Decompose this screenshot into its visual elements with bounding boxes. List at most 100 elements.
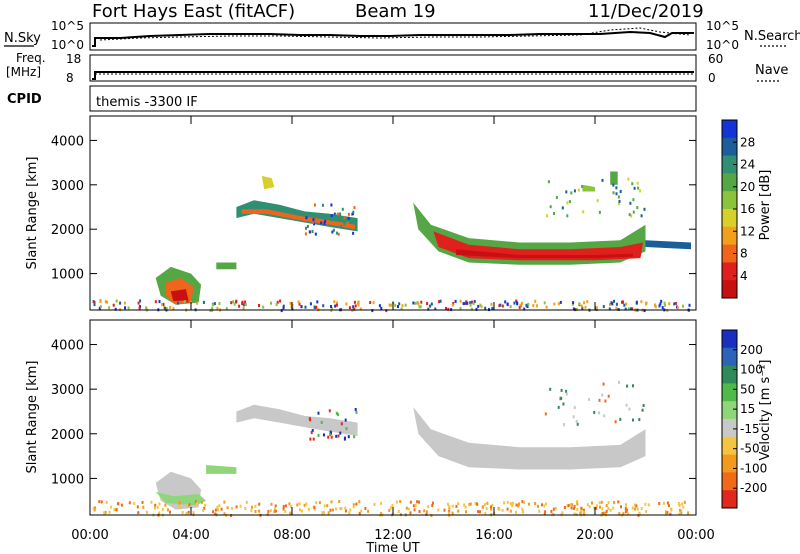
velocity-speckle-cell <box>431 504 434 508</box>
power-speckle-cell <box>414 301 417 305</box>
velocity-speckle-cell <box>204 503 207 507</box>
power-speckle-cell <box>242 303 245 307</box>
velocity-speckle-cell <box>576 502 579 506</box>
velocity-speckle-cell <box>617 500 620 504</box>
velocity-colorbar-label-tick: 200 <box>740 343 763 357</box>
velocity-speckle-cell <box>327 435 330 439</box>
power-speckle-cell <box>279 299 282 303</box>
velocity-speckle-cell <box>145 510 148 514</box>
power-speckle-cell <box>472 302 475 306</box>
power-speckle-cell <box>335 231 338 235</box>
velocity-speckle-cell <box>284 504 287 508</box>
velocity-speckle-cell <box>632 384 634 388</box>
velocity-speckle-cell <box>414 504 417 507</box>
velocity-speckle-cell <box>457 502 460 506</box>
velocity-speckle-cell <box>677 502 680 505</box>
power-speckle-cell <box>480 305 483 309</box>
velocity-speckle-cell <box>485 507 488 511</box>
power-speckle-cell <box>99 299 102 303</box>
velocity-speckle-cell <box>353 435 356 439</box>
power-speckle-cell <box>549 205 552 209</box>
power-panel: 4000 3000 2000 1000 Slant Range [km] 28 24 20… <box>25 115 773 313</box>
velocity-speckle-cell <box>625 403 628 407</box>
power-speckle-cell <box>484 306 487 310</box>
velocity-speckle-cell <box>490 507 493 511</box>
power-speckle-cell <box>427 307 430 311</box>
velocity-speckle-cell <box>364 507 367 510</box>
velocity-speckle-cell <box>563 423 566 427</box>
power-speckle-cell <box>380 306 383 310</box>
velocity-speckle-cell <box>469 502 472 506</box>
velocity-speckle-cell <box>98 500 101 504</box>
velocity-axis: 4000 3000 2000 1000 <box>51 339 696 487</box>
velocity-speckle-cell <box>678 503 681 507</box>
velocity-speckle-cell <box>328 409 331 413</box>
velocity-speckle-cell <box>591 501 593 505</box>
velocity-speckle-cell <box>447 502 449 506</box>
power-speckle-cell <box>276 300 279 304</box>
velocity-speckle-cell <box>601 507 604 511</box>
velocity-speckle-cell <box>154 503 157 507</box>
power-speckle-cell <box>420 300 423 304</box>
velocity-speckle-cell <box>223 500 226 504</box>
power-speckle-cell <box>555 195 558 199</box>
velocity-speckle-cell <box>358 500 361 504</box>
velocity-speckle-cell <box>214 508 217 512</box>
power-echo <box>456 249 633 259</box>
power-speckle-cell <box>613 299 615 303</box>
velocity-colorbar-label-tick: -200 <box>740 481 767 495</box>
power-colorbar-swatch <box>722 244 737 263</box>
power-speckle-cell <box>661 306 664 310</box>
velocity-speckle-cell <box>407 507 410 511</box>
velocity-speckle-cell <box>344 509 347 513</box>
velocity-speckle-cell <box>344 506 347 510</box>
velocity-speckle-cell <box>683 500 686 504</box>
velocity-speckle-cell <box>203 506 206 510</box>
power-speckle-cell <box>280 309 283 313</box>
power-ytick-label: 3000 <box>51 179 84 194</box>
velocity-speckle-cell <box>457 509 460 513</box>
velocity-speckle-cell <box>340 507 343 511</box>
power-speckle-cell <box>306 225 309 228</box>
velocity-speckle-cell <box>105 500 108 504</box>
power-speckle-cell <box>553 212 555 215</box>
velocity-colorbar-swatch <box>722 472 737 491</box>
velocity-speckle-cell <box>607 394 610 398</box>
power-speckle-cell <box>352 210 355 214</box>
velocity-speckle-cell <box>593 506 596 510</box>
velocity-speckle-cell <box>339 431 342 435</box>
power-echo <box>610 171 618 185</box>
power-speckle-cell <box>354 304 357 308</box>
power-speckle-cell <box>330 214 333 218</box>
velocity-speckle-cell <box>518 502 520 506</box>
power-speckle-cell <box>343 222 346 226</box>
velocity-speckle-cell <box>512 501 514 505</box>
power-speckle-cell <box>635 300 638 304</box>
velocity-speckle-cell <box>468 502 471 506</box>
nsky-tick-top: 10^5 <box>51 19 84 33</box>
velocity-speckle-cell <box>395 500 398 504</box>
power-speckle-cell <box>104 300 107 304</box>
power-speckle-cell <box>515 299 518 303</box>
power-echo <box>216 262 237 270</box>
velocity-speckle-cell <box>409 500 412 504</box>
power-speckle-cell <box>573 189 576 193</box>
power-colorbar-swatch <box>722 191 737 210</box>
velocity-speckle-cell <box>223 512 226 516</box>
power-speckle-cell <box>275 303 278 307</box>
velocity-speckle-cell <box>120 503 123 507</box>
power-speckle-cell <box>282 306 285 310</box>
velocity-speckle-cell <box>344 418 347 422</box>
velocity-speckle-cell <box>620 505 622 509</box>
xtick-label: 00:00 <box>71 528 108 543</box>
power-speckle-cell <box>459 306 462 310</box>
velocity-speckle-cell <box>640 507 643 510</box>
power-colorbar-label-tick: 12 <box>740 224 755 238</box>
velocity-speckle-cell <box>484 503 486 507</box>
velocity-speckle-cell <box>632 418 634 422</box>
velocity-speckle-cell <box>580 509 583 513</box>
power-speckle-cell <box>225 307 228 311</box>
power-speckle-cell <box>429 304 432 308</box>
power-colorbar-label-tick: 8 <box>740 247 748 261</box>
